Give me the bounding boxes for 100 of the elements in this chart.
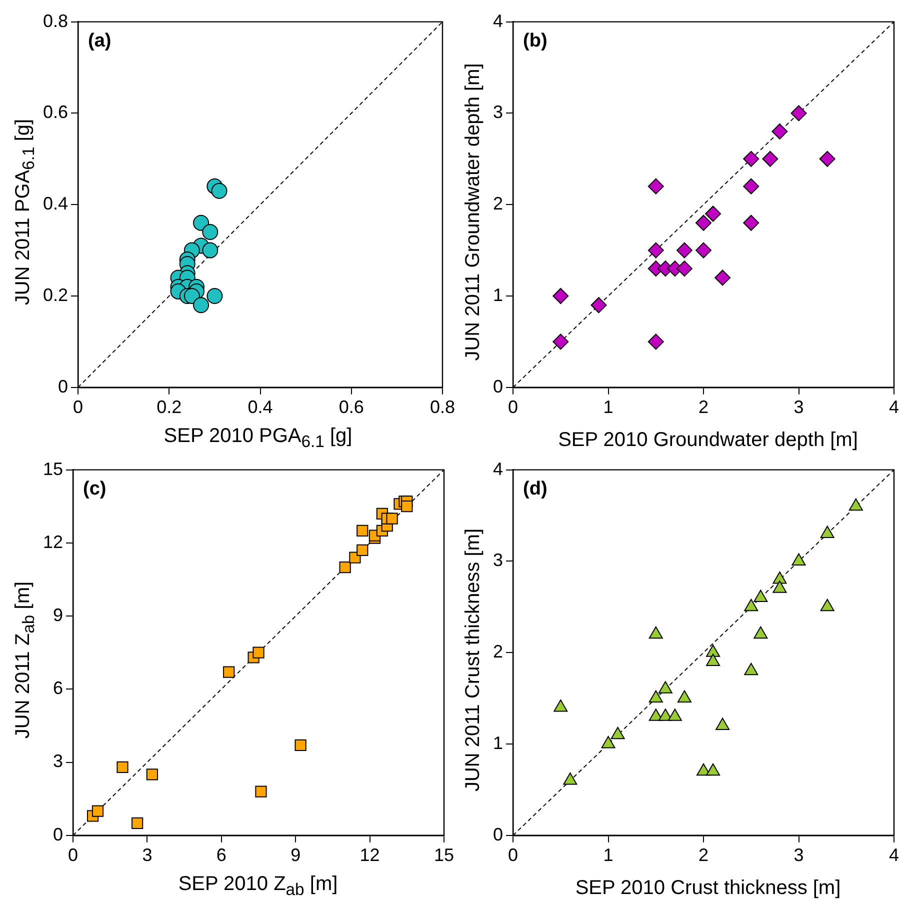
- y-tick-label: 1: [492, 732, 504, 753]
- x-tick-label: 4: [888, 397, 900, 418]
- y-tick-label: 1: [492, 284, 504, 305]
- point: [552, 288, 569, 304]
- point: [356, 544, 368, 556]
- annotation: (b): [523, 30, 548, 52]
- point: [132, 817, 144, 830]
- y-tick-label: 0.2: [42, 284, 68, 305]
- point: [184, 288, 200, 304]
- point: [401, 500, 413, 512]
- point: [294, 739, 306, 752]
- point: [563, 772, 578, 785]
- point: [386, 512, 398, 524]
- point: [255, 786, 267, 798]
- y-tick-label: 12: [42, 532, 64, 552]
- point: [754, 590, 768, 602]
- y-tick-label: 0: [58, 376, 68, 396]
- point: [792, 553, 806, 566]
- point: [706, 654, 720, 666]
- point: [590, 297, 607, 314]
- point: [762, 150, 778, 167]
- y-tick-label: 4: [492, 10, 504, 31]
- y-tick-label: 3: [492, 550, 504, 570]
- x-tick-label: 0: [508, 397, 518, 418]
- point: [601, 736, 616, 748]
- point: [714, 270, 731, 286]
- x-tick-label: 2: [698, 845, 709, 866]
- y-axis-title: JUN 2011 Groundwater depth [m]: [462, 62, 485, 363]
- point: [92, 805, 104, 817]
- y-tick-label: 15: [42, 458, 64, 479]
- x-tick-label: 4: [888, 845, 900, 866]
- y-tick-label: 3: [492, 102, 504, 122]
- x-tick-label: 3: [142, 845, 152, 866]
- point: [668, 708, 682, 721]
- point: [554, 699, 568, 712]
- y-tick-label: 0.8: [42, 10, 68, 31]
- point: [146, 768, 158, 780]
- point: [648, 690, 663, 703]
- point: [648, 242, 664, 258]
- point: [648, 334, 664, 350]
- x-tick-label: 1: [603, 397, 614, 418]
- y-tick-label: 9: [53, 605, 64, 626]
- y-tick-label: 0: [53, 824, 64, 844]
- point: [202, 242, 218, 258]
- point: [743, 150, 760, 167]
- point: [790, 105, 807, 122]
- point: [754, 626, 768, 639]
- point: [252, 646, 264, 658]
- point: [339, 561, 351, 574]
- x-tick-label: 3: [794, 845, 804, 866]
- point: [356, 524, 368, 537]
- x-axis-title: SEP 2010 Groundwater depth [m]: [557, 429, 859, 452]
- point: [552, 334, 569, 350]
- x-tick-label: 3: [794, 397, 804, 418]
- x-tick-label: 0.8: [430, 397, 456, 418]
- point: [743, 214, 760, 231]
- x-axis-title: SEP 2010 Crust thickness [m]: [574, 877, 842, 900]
- x-tick-label: 6: [216, 845, 226, 866]
- point: [648, 626, 663, 639]
- point: [223, 666, 235, 678]
- annotation: (a): [88, 30, 112, 52]
- point: [206, 288, 223, 304]
- point: [193, 297, 210, 314]
- x-tick-label: 0: [73, 397, 84, 418]
- y-tick-label: 0.6: [42, 102, 68, 122]
- x-tick-label: 2: [698, 397, 709, 418]
- x-axis-title: SEP 2010 Z$_{ab}$ [m]: [177, 873, 339, 900]
- point: [677, 690, 692, 703]
- point: [743, 178, 760, 194]
- point: [706, 763, 720, 776]
- point: [648, 178, 664, 194]
- x-tick-label: 0.2: [156, 397, 182, 418]
- y-tick-label: 3: [53, 751, 64, 772]
- y-tick-label: 2: [492, 642, 504, 662]
- point: [676, 242, 692, 258]
- point: [744, 662, 758, 676]
- point: [211, 182, 228, 199]
- point: [848, 498, 863, 511]
- annotation: (c): [83, 478, 106, 500]
- y-tick-label: 2: [492, 194, 504, 214]
- point: [202, 224, 218, 240]
- x-tick-label: 0: [508, 845, 518, 866]
- x-tick-label: 12: [360, 845, 380, 866]
- point: [772, 580, 787, 593]
- point: [696, 242, 712, 258]
- point: [706, 644, 720, 657]
- x-tick-label: 1: [603, 845, 614, 866]
- y-tick-label: 0: [492, 376, 504, 396]
- y-tick-label: 0: [492, 824, 504, 844]
- point: [705, 206, 722, 222]
- y-tick-label: 4: [492, 458, 504, 479]
- point: [819, 150, 836, 167]
- point: [744, 598, 758, 612]
- point: [116, 761, 128, 773]
- point: [772, 123, 788, 140]
- point: [676, 260, 692, 277]
- point: [696, 214, 712, 231]
- annotation: (d): [523, 478, 548, 500]
- point: [658, 681, 672, 694]
- x-tick-label: 0.6: [338, 397, 364, 418]
